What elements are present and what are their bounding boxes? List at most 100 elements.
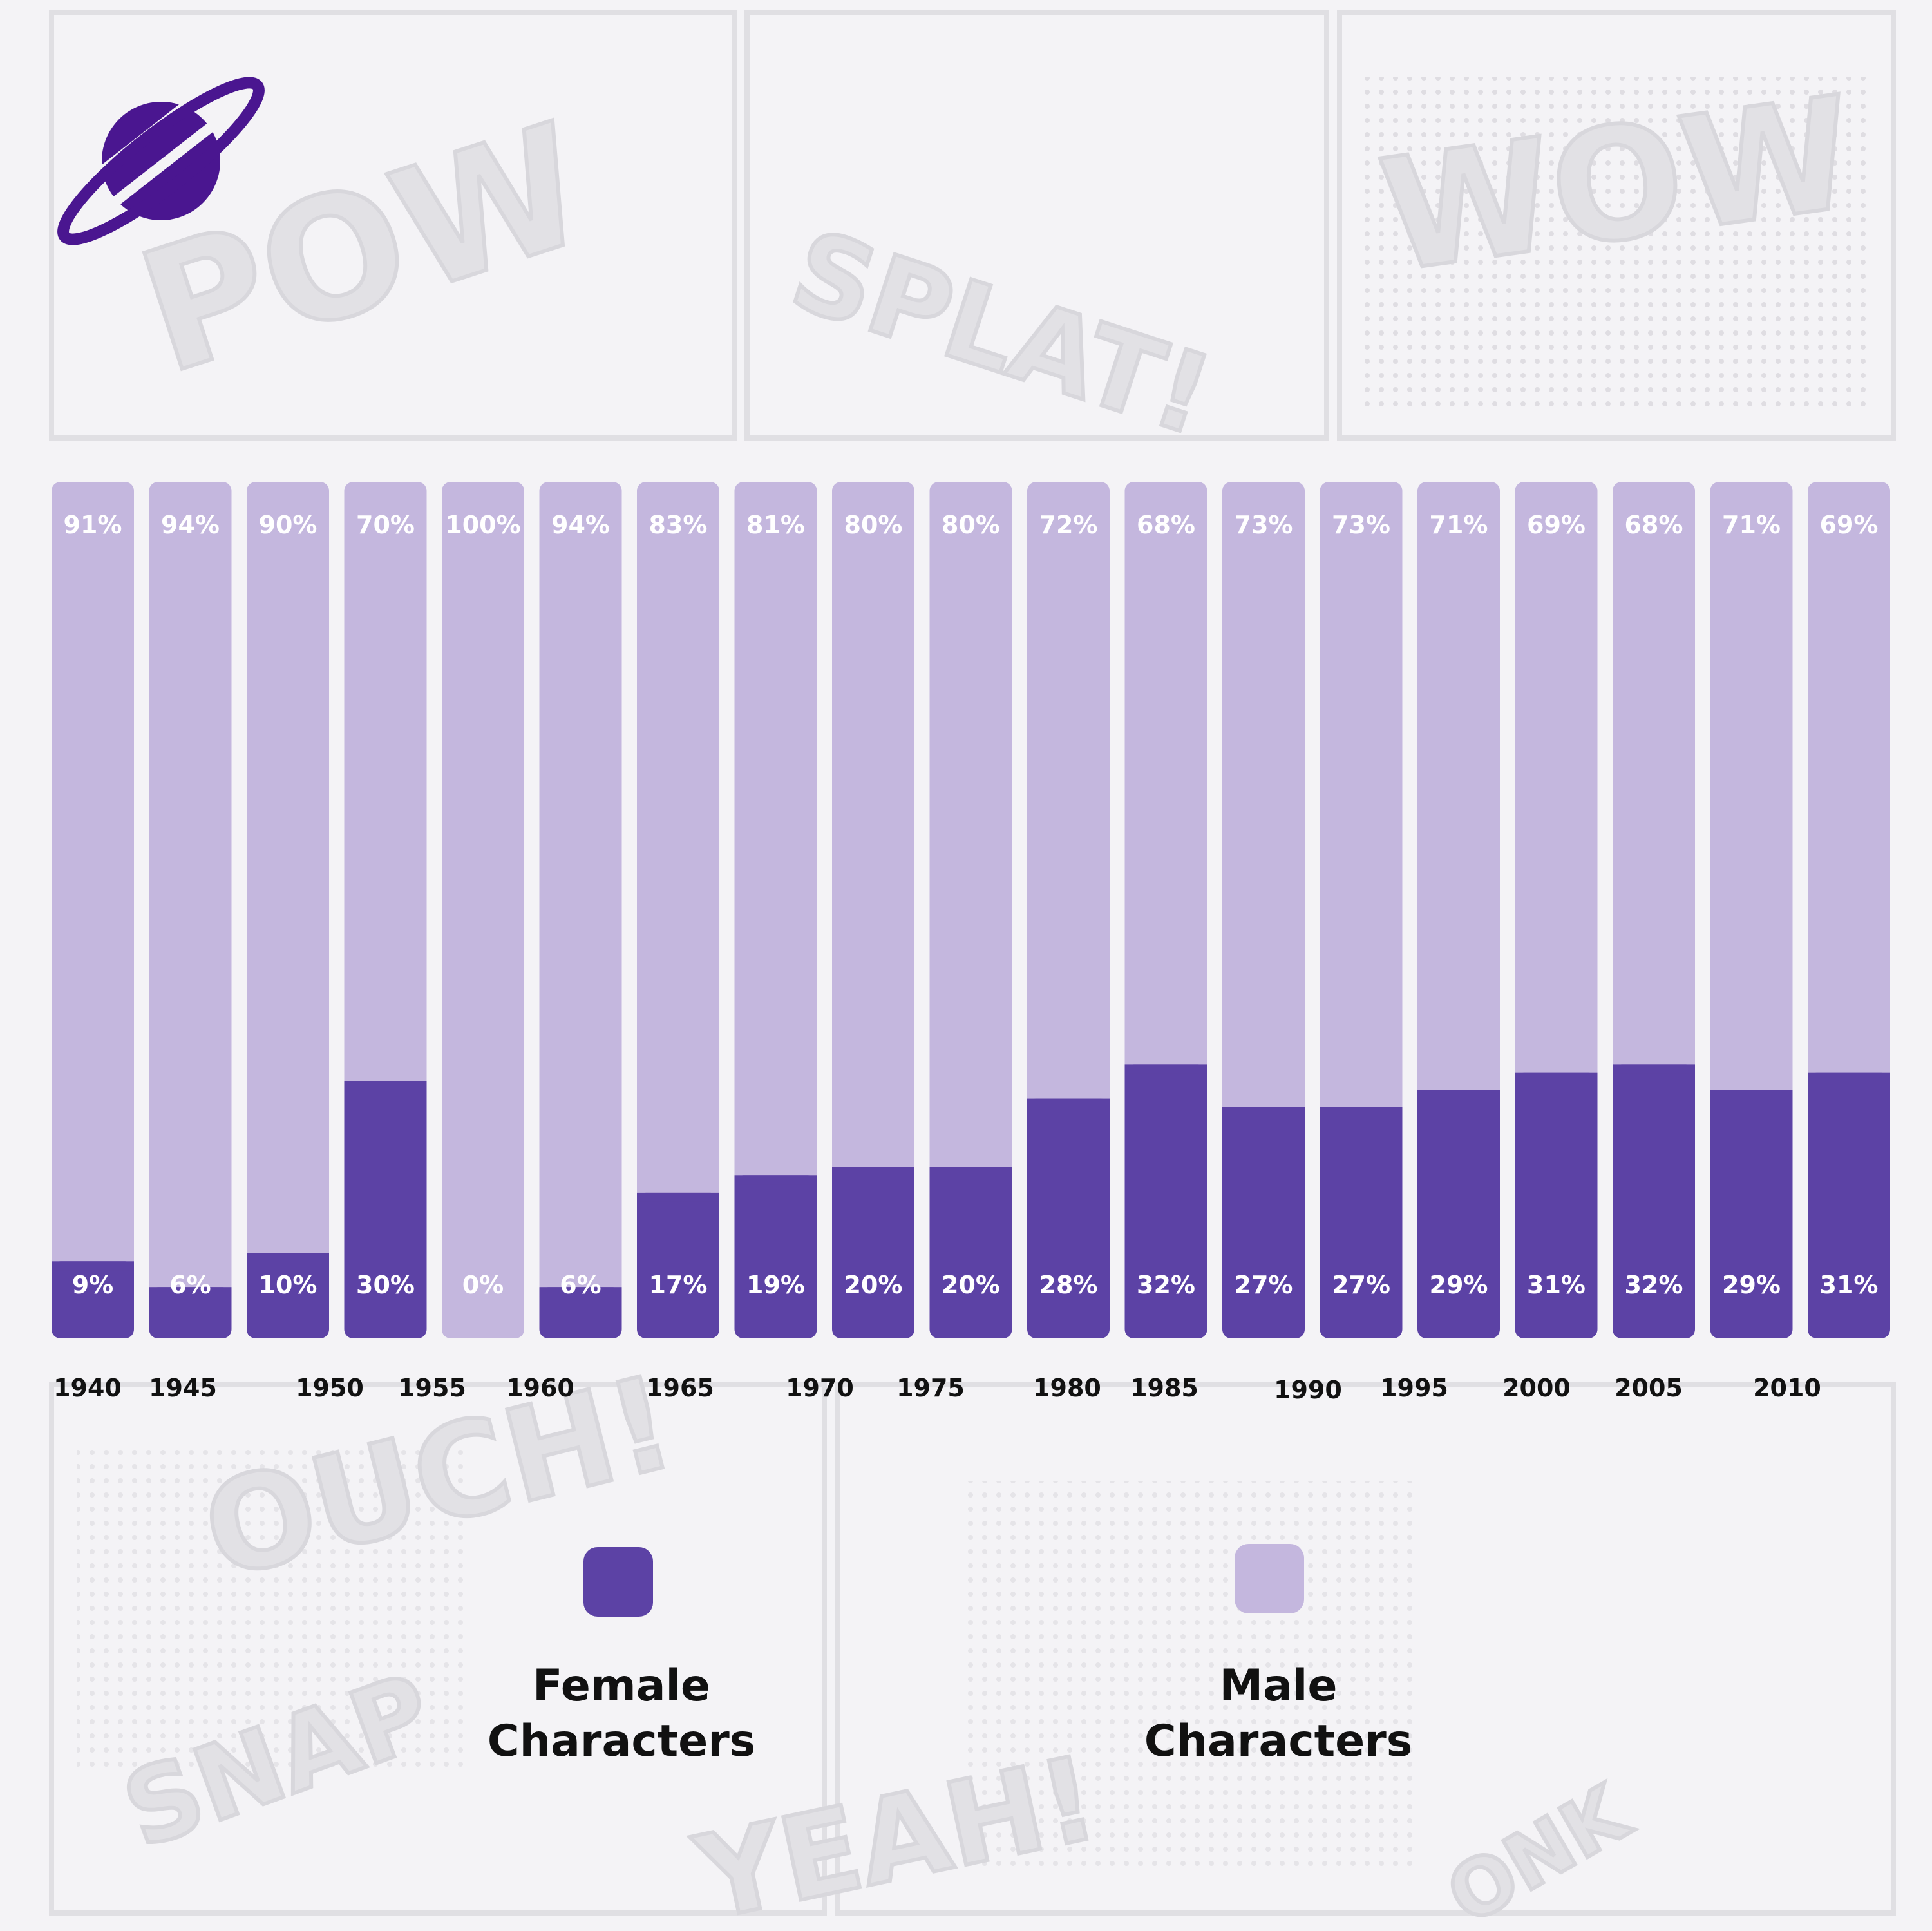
bar-male (929, 482, 1012, 1338)
bar-female (52, 1261, 134, 1338)
x-tick-label: 1970 (786, 1374, 854, 1402)
bar-stack: 69% 31% (1808, 482, 1890, 1338)
data-label-male: 71% (1430, 511, 1488, 539)
bar-stack: 80% 20% (832, 482, 914, 1338)
data-label-female: 20% (844, 1271, 903, 1299)
bar-female-cap (1222, 1107, 1305, 1116)
bar-male (52, 482, 134, 1338)
data-label-male: 70% (356, 511, 415, 539)
x-tick-label: 2000 (1502, 1374, 1571, 1402)
bar-female-cap (539, 1287, 622, 1297)
bar-female (539, 1287, 622, 1338)
bar-female (1808, 1072, 1890, 1338)
x-tick-label: 1995 (1380, 1374, 1448, 1402)
data-label-male: 83% (649, 511, 708, 539)
bar-female (1710, 1090, 1793, 1338)
data-label-male: 81% (746, 511, 805, 539)
planet-logo-icon (57, 77, 265, 245)
x-tick-label: 1990 (1274, 1376, 1342, 1404)
x-tick-label: 2005 (1615, 1374, 1683, 1402)
bar-female-cap (832, 1167, 914, 1176)
x-tick-label: 1955 (398, 1374, 466, 1402)
data-label-female: 0% (462, 1271, 504, 1299)
x-tick-label: 1975 (896, 1374, 965, 1402)
bar-female (1417, 1090, 1500, 1338)
data-label-female: 9% (72, 1271, 114, 1299)
bar-female-cap (1417, 1090, 1500, 1099)
bar-female (1124, 1064, 1208, 1338)
x-tick-label: 1980 (1033, 1374, 1101, 1402)
bar-female-cap (734, 1175, 817, 1185)
bar-stack: 94% 6% (539, 482, 622, 1338)
bar-female (734, 1175, 817, 1338)
bar-male (637, 482, 719, 1338)
bar-female-cap (1613, 1064, 1695, 1074)
bar-female (247, 1253, 329, 1338)
bar-female (1320, 1107, 1403, 1338)
data-label-female: 6% (169, 1271, 211, 1299)
bar-female (929, 1167, 1012, 1338)
legend-label-male: Male Characters (1144, 1660, 1413, 1767)
x-tick-label: 1985 (1130, 1374, 1198, 1402)
data-label-male: 94% (161, 511, 220, 539)
x-axis-labels: 1940 1945 1950 1955 1960 1965 1970 1975 1980 1985… (53, 1374, 1821, 1404)
legend-label-female: Female Characters (488, 1660, 756, 1767)
data-label-male: 72% (1039, 511, 1098, 539)
bar-stack: 81% 19% (734, 482, 817, 1338)
bar-female-cap (1515, 1072, 1598, 1082)
data-label-male: 80% (942, 511, 1000, 539)
bar-female (1027, 1098, 1110, 1338)
data-label-male: 73% (1332, 511, 1390, 539)
bar-female-cap (149, 1287, 232, 1297)
data-label-male: 90% (259, 511, 317, 539)
legend-swatch-male (1235, 1544, 1304, 1613)
bar-female (1613, 1064, 1695, 1338)
data-label-female: 20% (942, 1271, 1000, 1299)
bar-stack: 73% 27% (1320, 482, 1403, 1338)
data-label-male: 68% (1625, 511, 1683, 539)
bar-female-cap (929, 1167, 1012, 1176)
data-label-male: 69% (1527, 511, 1586, 539)
data-label-male: 91% (64, 511, 122, 539)
bar-stack: 71% 29% (1417, 482, 1500, 1338)
bar-stack: 83% 17% (637, 482, 719, 1338)
bar-stack: 90% 10% (247, 482, 329, 1338)
data-label-female: 28% (1039, 1271, 1098, 1299)
bar-female (149, 1287, 232, 1338)
x-tick-label: 1965 (646, 1374, 714, 1402)
data-label-female: 17% (649, 1271, 708, 1299)
legend-swatch-female (583, 1547, 653, 1617)
bar-female-cap (1124, 1064, 1208, 1074)
x-tick-label: 1945 (149, 1374, 217, 1402)
bar-stack: 94% 6% (149, 482, 232, 1338)
data-label-female: 6% (560, 1271, 601, 1299)
bar-stack: 69% 31% (1515, 482, 1598, 1338)
bar-stack: 73% 27% (1222, 482, 1305, 1338)
bar-female-cap (247, 1253, 329, 1262)
bar-male (734, 482, 817, 1338)
bar-female-cap (1027, 1098, 1110, 1108)
data-label-female: 10% (259, 1271, 317, 1299)
data-label-female: 31% (1820, 1271, 1879, 1299)
bar-stack: 100% 0% (442, 482, 524, 1338)
bar-stack: 91% 9% (52, 482, 134, 1338)
bar-male (149, 482, 232, 1338)
comic-panels (49, 10, 1896, 1916)
bar-male (442, 482, 524, 1338)
bar-male (247, 482, 329, 1338)
x-tick-label: 1960 (506, 1374, 574, 1402)
bar-stack: 72% 28% (1027, 482, 1110, 1338)
bar-female-cap (1320, 1107, 1403, 1116)
data-label-female: 27% (1332, 1271, 1390, 1299)
data-label-female: 27% (1235, 1271, 1293, 1299)
data-label-female: 32% (1625, 1271, 1683, 1299)
bar-female-cap (52, 1261, 134, 1271)
data-label-female: 30% (356, 1271, 415, 1299)
bars-group: 91%9%94%6%90%10%70%30%100%0%94%6%83%17%8… (52, 482, 1890, 1338)
data-label-male: 68% (1137, 511, 1195, 539)
data-label-male: 80% (844, 511, 903, 539)
bar-female (1515, 1072, 1598, 1338)
x-tick-label: 2010 (1753, 1374, 1821, 1402)
